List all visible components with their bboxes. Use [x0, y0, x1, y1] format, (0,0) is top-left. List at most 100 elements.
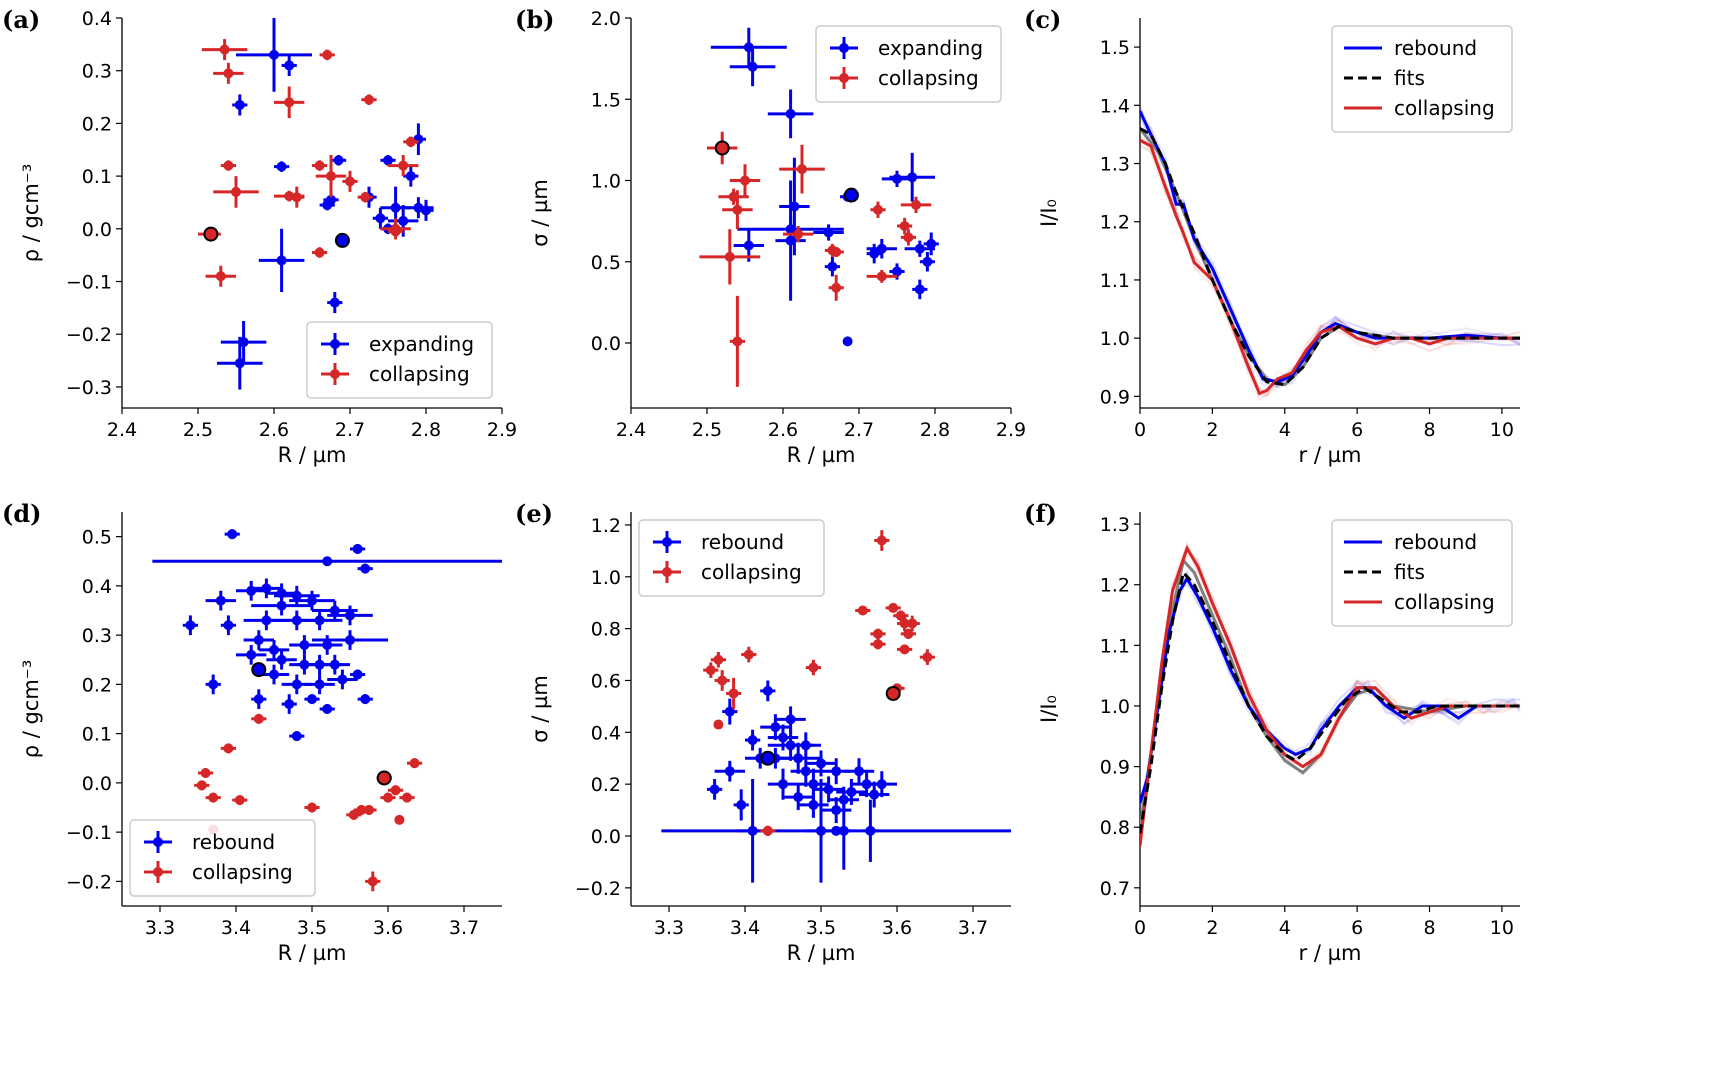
legend-label: expanding: [878, 36, 983, 60]
x-tick-label: 4: [1279, 917, 1291, 939]
rebound-point: [251, 689, 267, 709]
expanding-point: [331, 155, 347, 166]
expanding-point: [380, 155, 396, 166]
marker: [903, 628, 914, 639]
y-tick-label: 1.0: [591, 171, 621, 193]
collapsing-point: [388, 155, 419, 177]
collapsing-point: [274, 86, 305, 119]
marker: [390, 202, 401, 213]
marker: [831, 766, 842, 777]
marker: [816, 758, 826, 769]
marker: [800, 740, 811, 751]
marker: [322, 49, 333, 60]
marker: [808, 662, 819, 673]
expanding-point: [403, 165, 419, 187]
marker: [329, 605, 340, 616]
collapsing-point: [342, 170, 358, 192]
rebound-point: [707, 778, 723, 800]
marker: [253, 635, 264, 646]
marker: [892, 266, 902, 277]
collapsing-point: [828, 247, 844, 257]
rebound-point: [862, 799, 878, 862]
marker: [208, 679, 219, 690]
x-tick-label: 6: [1351, 917, 1363, 939]
rebound-point: [790, 755, 821, 787]
rebound-point: [220, 615, 236, 636]
legend-label: collapsing: [1394, 590, 1495, 614]
collapsing-trace: [1140, 137, 1521, 398]
y-tick-label: −0.1: [66, 272, 112, 294]
marker: [291, 590, 302, 601]
marker: [269, 644, 279, 655]
rebound-point: [767, 768, 799, 800]
collapsing-point: [713, 719, 724, 730]
legend: expanding collapsing: [815, 25, 1002, 103]
y-tick-label: 0.4: [591, 722, 621, 744]
legend-item-rebound: rebound: [1344, 530, 1477, 554]
x-tick-label: 3.3: [145, 917, 175, 939]
x-tick-label: 3.7: [958, 917, 988, 939]
y-tick-label: 1.3: [1100, 514, 1130, 536]
marker: [326, 171, 336, 182]
marker: [276, 654, 287, 665]
marker: [405, 136, 416, 147]
marker: [770, 722, 781, 733]
marker: [269, 669, 279, 680]
y-tick-label: 0.7: [1100, 878, 1130, 900]
legend-box: [1331, 25, 1513, 133]
y-tick-label: 0.0: [591, 826, 621, 848]
collapsing-point: [710, 651, 726, 668]
marker: [276, 161, 287, 172]
marker: [352, 543, 363, 554]
marker: [778, 732, 788, 743]
marker: [223, 160, 234, 171]
marker: [231, 186, 241, 197]
marker: [314, 615, 325, 626]
collapsing-point: [213, 176, 259, 208]
highlighted-point: [714, 140, 730, 156]
marker: [743, 649, 754, 660]
y-tick-label: 0.5: [82, 527, 112, 549]
marker: [831, 282, 842, 293]
collapsing-point: [726, 677, 742, 709]
mean-line: [1140, 127, 1520, 387]
legend-item-expanding: expanding: [321, 332, 474, 356]
collapsing-point: [699, 229, 761, 285]
legend-marker-dot: [662, 537, 672, 547]
marker: [284, 97, 295, 108]
legend-item-rebound: rebound: [1344, 36, 1477, 60]
marker: [227, 529, 238, 540]
collapsing-point: [919, 649, 935, 665]
expanding-point: [232, 94, 248, 116]
rebound-point: [312, 635, 343, 655]
expanding-point: [813, 224, 844, 241]
y-axis-label: ρ / gcm⁻³: [19, 164, 43, 263]
marker: [307, 694, 317, 705]
legend-label: collapsing: [1394, 96, 1495, 120]
y-tick-label: 1.4: [1100, 95, 1130, 117]
collapsing-point: [201, 39, 248, 61]
panel-label: (b): [515, 5, 555, 34]
collapsing-point: [855, 605, 871, 616]
legend-label: collapsing: [701, 560, 802, 584]
marker: [724, 251, 735, 262]
legend: rebound fits collapsing: [1331, 519, 1513, 627]
rebound-trace: [1140, 115, 1521, 389]
collapsing-point: [828, 274, 844, 301]
legend-item-collapsing: collapsing: [830, 66, 979, 90]
marker: [732, 336, 743, 347]
marker: [345, 176, 355, 187]
collapsing-point: [289, 186, 305, 208]
marker: [922, 256, 933, 267]
legend-marker-dot: [662, 567, 672, 577]
marker: [892, 173, 902, 184]
marker: [907, 618, 918, 629]
collapsing-point: [232, 795, 248, 806]
marker: [333, 155, 344, 166]
legend-label: fits: [1394, 66, 1425, 90]
expanding-point: [729, 47, 776, 87]
marker: [740, 175, 750, 186]
y-tick-label: −0.2: [66, 324, 112, 346]
x-tick-label: 3.4: [730, 917, 760, 939]
marker: [390, 226, 401, 237]
